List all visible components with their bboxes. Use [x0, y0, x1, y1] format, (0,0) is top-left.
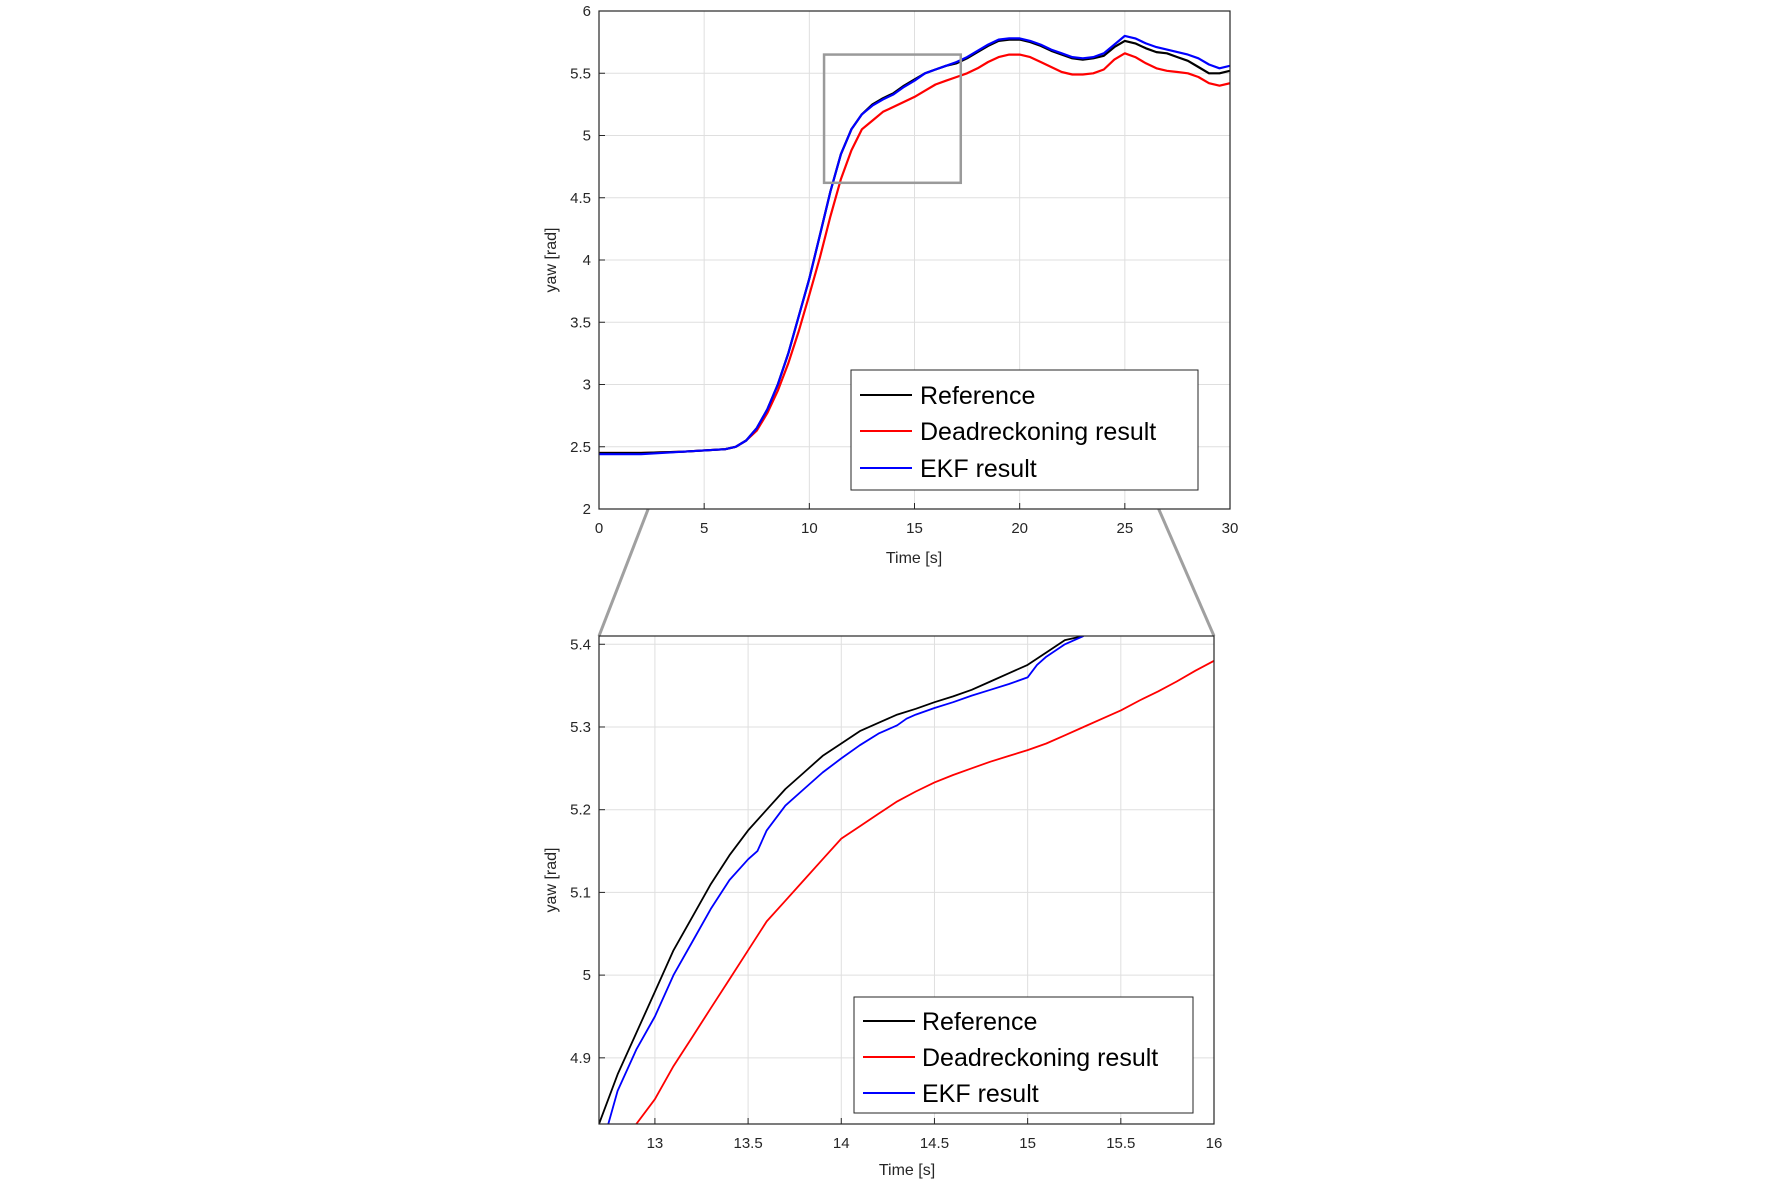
zoomed-x-tick-label: 14.5	[920, 1135, 949, 1152]
overview-x-axis-label: Time [s]	[886, 550, 942, 567]
zoomed-series-line-deadreckoning	[635, 660, 1214, 1124]
zoomed-y-tick-label: 5.3	[570, 719, 591, 736]
zoomed-plot-frame	[598, 635, 1215, 1125]
zoomed-series-line-reference	[599, 636, 1084, 1124]
overview-x-tick-label: 15	[906, 520, 923, 537]
overview-y-tick-label: 4.5	[570, 190, 591, 207]
zoomed-x-tick-label: 15.5	[1106, 1135, 1135, 1152]
overview-legend-label-deadreckoning: Deadreckoning result	[920, 418, 1156, 446]
zoomed-y-tick-label: 5.2	[570, 802, 591, 819]
overview-x-tick-label: 20	[1011, 520, 1028, 537]
zoomed-x-axis-label: Time [s]	[879, 1162, 935, 1179]
zoomed-y-tick-label: 5	[583, 967, 591, 984]
zoomed-y-tick-label: 5.1	[570, 884, 591, 901]
overview-x-tick-label: 5	[700, 520, 708, 537]
zoomed-chart: 13 13.5 14 14.5 15 15.5 16 4.9 5 5.1 5.2 5.3 5.4 Ti…	[543, 635, 1223, 1179]
overview-x-ticks: 0 5 10 15 20 25 30	[595, 503, 1239, 537]
overview-legend-label-ekf: EKF result	[920, 455, 1037, 483]
overview-x-tick-label: 30	[1222, 520, 1239, 537]
zoomed-x-tick-label: 14	[833, 1135, 850, 1152]
overview-y-axis-label: yaw [rad]	[543, 228, 560, 293]
overview-y-tick-label: 2.5	[570, 439, 591, 456]
overview-legend-label-reference: Reference	[920, 382, 1035, 410]
overview-y-tick-label: 3.5	[570, 314, 591, 331]
zoomed-x-tick-label: 15	[1019, 1135, 1036, 1152]
zoomed-y-axis-label: yaw [rad]	[543, 848, 560, 913]
overview-y-ticks: 2 2.5 3 3.5 4 4.5 5 5.5 6	[570, 3, 605, 518]
zoomed-y-tick-label: 5.4	[570, 636, 591, 653]
zoomed-series-lines	[599, 636, 1214, 1124]
zoomed-legend-label-reference: Reference	[922, 1008, 1037, 1036]
zoomed-y-ticks: 4.9 5 5.1 5.2 5.3 5.4	[570, 636, 605, 1067]
zoomed-x-tick-label: 16	[1206, 1135, 1223, 1152]
zoomed-x-ticks: 13 13.5 14 14.5 15 15.5 16	[647, 1118, 1223, 1152]
zoomed-legend-label-ekf: EKF result	[922, 1080, 1039, 1108]
zoomed-y-tick-label: 4.9	[570, 1050, 591, 1067]
overview-y-tick-label: 4	[583, 252, 591, 269]
overview-legend: Reference Deadreckoning result EKF resul…	[850, 369, 1199, 491]
zoomed-legend: Reference Deadreckoning result EKF resul…	[853, 996, 1194, 1114]
overview-chart: 0 5 10 15 20 25 30 22.533.544.555.56 Time [s] …	[543, 3, 1238, 567]
overview-x-tick-label: 25	[1116, 520, 1133, 537]
overview-x-tick-label: 0	[595, 520, 603, 537]
overview-x-tick-label: 10	[801, 520, 818, 537]
overview-y-tick-label: 5	[583, 128, 591, 145]
zoom-region-box	[822, 53, 963, 185]
overview-y-tick-label: 3	[583, 377, 591, 394]
zoomed-series-line-ekf	[607, 636, 1084, 1124]
zoomed-x-tick-label: 13.5	[733, 1135, 762, 1152]
zoomed-x-tick-label: 13	[647, 1135, 664, 1152]
overview-y-tick-label: 5.5	[570, 65, 591, 82]
overview-y-tick-label: 2	[583, 501, 591, 518]
zoomed-legend-label-deadreckoning: Deadreckoning result	[922, 1044, 1158, 1072]
overview-y-tick-label: 6	[583, 3, 591, 20]
